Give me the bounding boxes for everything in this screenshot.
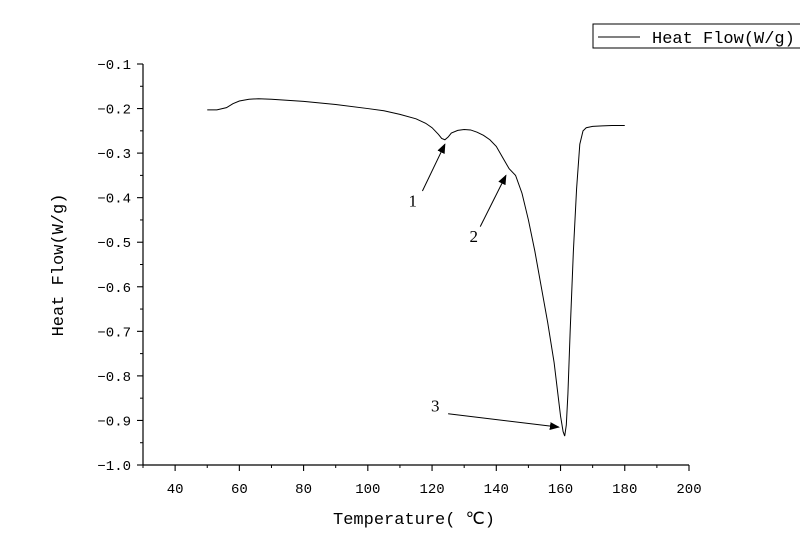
legend: Heat Flow(W/g) (592, 23, 800, 49)
annotation-arrow-2 (479, 174, 507, 227)
annotation-label-1: 1 (409, 192, 418, 211)
annotation-label-2: 2 (470, 227, 479, 246)
y-tick-label: −1.0 (97, 459, 131, 475)
y-tick-label: −0.5 (97, 236, 131, 252)
annotation-label-3: 3 (431, 397, 440, 416)
y-tick-label: −0.2 (97, 103, 131, 119)
annotation-arrow-1 (421, 143, 446, 192)
x-tick-label-160: 160 (548, 482, 573, 498)
y-tick-label: −0.7 (97, 325, 131, 341)
series-line-0 (207, 98, 625, 437)
y-tick-label: −0.4 (97, 192, 131, 208)
y-tick-label: −0.8 (97, 370, 131, 386)
x-tick-label-60: 60 (231, 482, 248, 498)
x-tick-label-100: 100 (355, 482, 380, 498)
legend-box (592, 23, 800, 49)
series-layer (207, 98, 625, 437)
axes (142, 64, 689, 466)
x-ticks: 40 60 80 100 120 140 160 180 200 (142, 465, 702, 498)
annotation-arrow-3 (448, 413, 560, 431)
y-axis-title: Heat Flow(W/g) (50, 194, 69, 337)
y-tick-label: −0.3 (97, 147, 131, 163)
x-tick-label-200: 200 (676, 482, 701, 498)
legend-label: Heat Flow(W/g) (652, 30, 795, 49)
y-ticks: −0.1 −0.2 −0.3 −0.4 −0.5 −0.6 −0.7 −0.8 −0.9 −1.0 (97, 58, 143, 475)
x-tick-label-140: 140 (484, 482, 509, 498)
x-tick-label-80: 80 (295, 482, 312, 498)
y-tick-label: −0.6 (97, 281, 131, 297)
x-tick-label-120: 120 (419, 482, 444, 498)
annotation-layer: 1 2 3 (409, 143, 560, 431)
x-tick-label-180: 180 (612, 482, 637, 498)
y-tick-label: −0.1 (97, 58, 131, 74)
x-axis-title: Temperature( ℃) (333, 511, 495, 530)
y-tick-label: −0.9 (97, 414, 131, 430)
x-tick-label-40: 40 (167, 482, 184, 498)
